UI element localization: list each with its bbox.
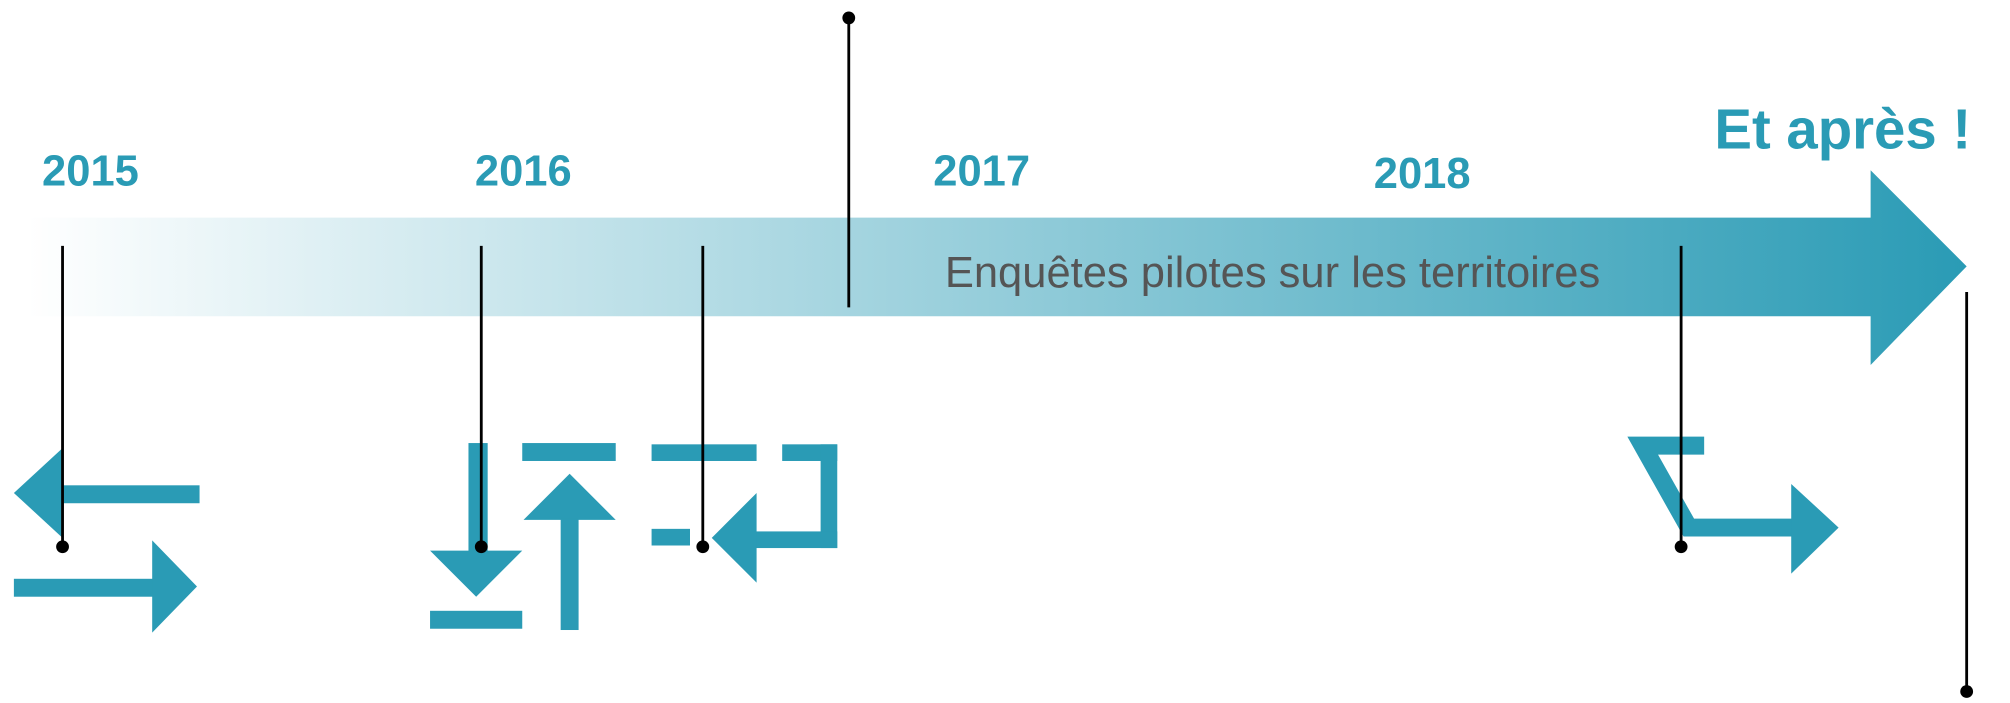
- return-icon: [651, 444, 838, 583]
- year-label: 2017: [933, 148, 1030, 196]
- bar-label: Enquêtes pilotes sur les territoires: [945, 249, 1600, 297]
- year-label: 2015: [42, 148, 139, 196]
- pins: [56, 11, 1974, 698]
- final-label: Et après !: [1714, 98, 1971, 161]
- year-label: 2016: [475, 148, 572, 196]
- timeline-arrow: [26, 170, 1967, 365]
- year-label: 2018: [1374, 150, 1471, 198]
- exchange-icon: [13, 448, 200, 633]
- download-upload-icon: [430, 443, 616, 631]
- turn-icon: [1627, 436, 1839, 574]
